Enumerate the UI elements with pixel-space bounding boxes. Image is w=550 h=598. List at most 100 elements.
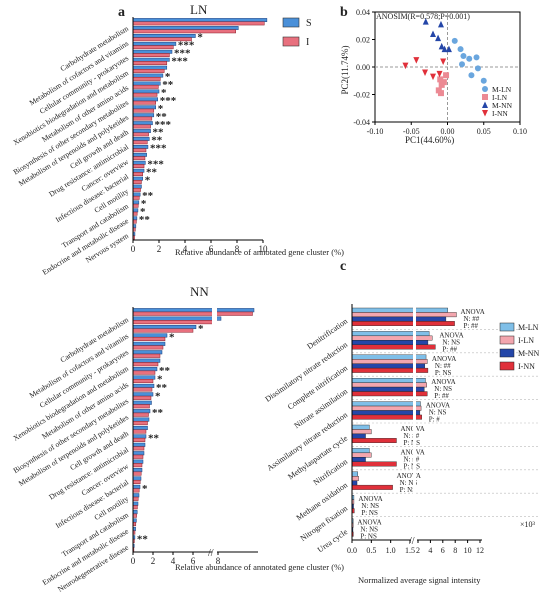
bar-i xyxy=(132,429,147,434)
scatter-point xyxy=(460,53,467,59)
scatter-point xyxy=(435,34,442,42)
bar-i xyxy=(132,437,146,442)
bar-i-nn xyxy=(351,414,422,420)
bar-s xyxy=(132,137,150,141)
bar-s xyxy=(132,333,168,338)
bar-s xyxy=(132,113,155,118)
significance-mark: ** xyxy=(162,79,174,91)
bar-i xyxy=(132,513,137,518)
bar-s xyxy=(132,97,158,102)
bar-s xyxy=(132,400,152,405)
scatter-point xyxy=(440,58,447,65)
legend-label: M-NN xyxy=(492,101,513,110)
bar-m-ln xyxy=(351,307,448,313)
anova-p: P: NS xyxy=(400,486,417,494)
x-tick-label: 6 xyxy=(191,556,196,566)
bar-s xyxy=(132,57,170,62)
bar-i-ln xyxy=(351,429,372,435)
anova-title: ANOVA xyxy=(358,495,382,503)
bar-i-nn xyxy=(351,367,429,373)
significance-mark: ** xyxy=(153,127,165,139)
x-tick-label: 1.0 xyxy=(386,546,396,555)
x-tick-label: -0.05 xyxy=(403,127,420,136)
legend-swatch xyxy=(499,361,515,371)
significance-mark: * xyxy=(198,323,204,335)
x-tick-label: 8 xyxy=(235,244,240,254)
significance-mark: * xyxy=(142,483,148,495)
bar-i xyxy=(132,29,236,34)
bar-i xyxy=(132,108,155,113)
bar-i xyxy=(132,446,145,451)
bar-s xyxy=(132,518,137,523)
significance-mark: *** xyxy=(178,40,195,52)
anova-n: N: ## xyxy=(435,362,451,370)
x-tick-label: 1.5 xyxy=(405,546,415,555)
bar-s xyxy=(132,192,141,197)
scatter-point xyxy=(437,90,444,97)
bar-s xyxy=(132,434,147,439)
significance-mark: ** xyxy=(159,365,171,377)
panel-b-annotation: ANOSIM(R=0.578;P=0.001) xyxy=(376,12,470,21)
scatter-point xyxy=(437,76,444,83)
scatter-point xyxy=(441,45,448,53)
bar-i xyxy=(132,362,159,367)
scatter-point xyxy=(437,20,444,28)
legend-swatch xyxy=(282,17,300,28)
bar-i-ln xyxy=(351,312,457,318)
bar-s xyxy=(132,49,173,54)
x-tick-label: 2 xyxy=(416,546,420,555)
anova-n: N: NS xyxy=(400,479,418,487)
bar-i xyxy=(132,387,153,392)
bar-i xyxy=(132,488,140,493)
category-label: Urea cycle xyxy=(316,527,350,554)
panel-nn-title: NN xyxy=(190,284,209,299)
bar-m-ln xyxy=(351,448,370,454)
significance-mark: * xyxy=(169,331,175,343)
bar-i xyxy=(132,479,141,485)
bar-s xyxy=(132,392,154,397)
scatter-point xyxy=(445,45,452,53)
x-tick-label: 0 xyxy=(131,244,136,254)
bar-s xyxy=(132,425,148,430)
legend-swatch xyxy=(282,36,300,47)
bar-i xyxy=(132,219,137,224)
axis-break-mark: // xyxy=(208,548,214,559)
bar-s xyxy=(132,216,138,221)
bar-i xyxy=(132,84,159,89)
axis-break-mark: // xyxy=(409,536,415,547)
anova-n: N: NS xyxy=(360,526,378,534)
legend-label: I-NN xyxy=(492,109,508,118)
anova-p: P: NS xyxy=(360,533,377,541)
bar-i xyxy=(132,395,152,400)
x-tick-label: 12 xyxy=(476,546,484,555)
bar-s xyxy=(132,510,138,515)
bar-m-nn xyxy=(351,457,366,462)
bar-i xyxy=(132,195,140,200)
bar-s xyxy=(132,501,139,506)
bar-s xyxy=(132,81,161,86)
panel-b-chart: -0.10 -0.05 0.00 0.05 0.10 -0.04 -0.02 0.00 0.02… xyxy=(340,8,527,136)
significance-mark: *** xyxy=(150,143,167,155)
scatter-point xyxy=(430,30,436,37)
anova-p: P: NS xyxy=(403,439,420,447)
anova-n: N: NS xyxy=(361,502,379,510)
anova-p: P: ## xyxy=(463,322,478,330)
bar-s xyxy=(132,200,140,205)
significance-mark: * xyxy=(140,206,146,218)
bar-s xyxy=(132,184,142,189)
bar-s xyxy=(132,105,156,110)
bar-s xyxy=(132,417,150,422)
significance-mark: * xyxy=(155,390,161,402)
scatter-point xyxy=(451,37,458,44)
bar-i-ln xyxy=(351,359,428,364)
significance-mark: * xyxy=(145,174,151,186)
y-tick-label: 0.00 xyxy=(356,63,370,72)
bar-s xyxy=(132,152,147,157)
significance-mark: ** xyxy=(152,407,164,419)
bar-i-ln xyxy=(351,476,359,481)
scatter-point xyxy=(474,65,481,72)
panel-c-multiplier: ×10³ xyxy=(520,520,536,529)
bar-i xyxy=(132,187,141,192)
scatter-point xyxy=(422,69,429,76)
bar-s xyxy=(132,409,151,414)
